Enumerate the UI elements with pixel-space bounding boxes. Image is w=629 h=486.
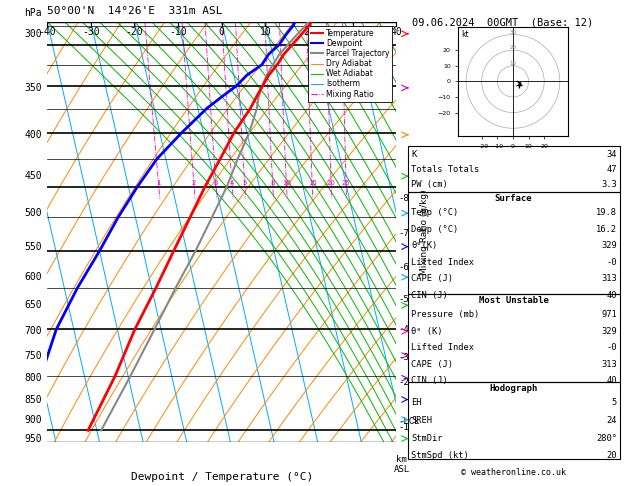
Text: -10: -10 — [169, 27, 187, 36]
Text: 950: 950 — [25, 434, 42, 444]
Text: 5: 5 — [612, 398, 617, 407]
Text: -7: -7 — [398, 229, 409, 238]
Text: θᵉ (K): θᵉ (K) — [411, 327, 443, 336]
Text: 40: 40 — [606, 291, 617, 300]
Text: -40: -40 — [38, 27, 56, 36]
Text: -4: -4 — [398, 325, 409, 334]
Text: 550: 550 — [25, 242, 42, 252]
Text: 10: 10 — [260, 27, 271, 36]
Text: 20: 20 — [326, 180, 336, 186]
Text: 350: 350 — [25, 83, 42, 93]
Text: 850: 850 — [25, 395, 42, 404]
Text: 650: 650 — [25, 300, 42, 310]
Text: 50°00'N  14°26'E  331m ASL: 50°00'N 14°26'E 331m ASL — [47, 5, 223, 16]
Text: Hodograph: Hodograph — [489, 384, 538, 393]
Text: 0: 0 — [219, 27, 225, 36]
Text: 971: 971 — [601, 310, 617, 319]
Text: 40: 40 — [606, 376, 617, 385]
Text: 1: 1 — [157, 180, 161, 186]
Text: 20: 20 — [303, 27, 315, 36]
Text: CAPE (J): CAPE (J) — [411, 274, 454, 283]
Text: Totals Totals: Totals Totals — [411, 165, 480, 174]
Text: © weatheronline.co.uk: © weatheronline.co.uk — [461, 468, 566, 477]
Text: -6: -6 — [398, 262, 409, 272]
Text: km
ASL: km ASL — [394, 455, 409, 474]
Text: EH: EH — [411, 398, 422, 407]
Text: Lifted Index: Lifted Index — [411, 258, 474, 267]
Text: -8: -8 — [398, 194, 409, 203]
Text: CAPE (J): CAPE (J) — [411, 360, 454, 369]
Text: -LCL: -LCL — [398, 417, 420, 426]
Text: -2: -2 — [398, 378, 409, 387]
Text: hPa: hPa — [25, 8, 42, 17]
Text: 19.8: 19.8 — [596, 208, 617, 217]
Text: -30: -30 — [82, 27, 99, 36]
Text: 2: 2 — [192, 180, 196, 186]
Text: PW (cm): PW (cm) — [411, 180, 448, 189]
Text: StmDir: StmDir — [411, 434, 443, 443]
Text: 313: 313 — [601, 274, 617, 283]
Text: 450: 450 — [25, 171, 42, 181]
Text: 700: 700 — [25, 326, 42, 336]
Text: 400: 400 — [25, 130, 42, 140]
Text: 329: 329 — [601, 241, 617, 250]
Text: Most Unstable: Most Unstable — [479, 296, 548, 306]
Text: 25: 25 — [342, 180, 350, 186]
Text: K: K — [411, 150, 416, 159]
Text: Mixing Ratio (g/kg): Mixing Ratio (g/kg) — [420, 189, 429, 275]
Text: -5: -5 — [398, 295, 409, 304]
Text: SREH: SREH — [411, 416, 432, 425]
Text: Lifted Index: Lifted Index — [411, 343, 474, 352]
Text: 47: 47 — [606, 165, 617, 174]
Text: 10: 10 — [509, 61, 516, 66]
Text: 280°: 280° — [596, 434, 617, 443]
Text: 329: 329 — [601, 327, 617, 336]
Text: 30: 30 — [509, 30, 516, 35]
Text: 34: 34 — [606, 150, 617, 159]
Text: 5: 5 — [243, 180, 247, 186]
Text: 600: 600 — [25, 272, 42, 282]
Text: 16.2: 16.2 — [596, 225, 617, 234]
Text: 3: 3 — [214, 180, 218, 186]
Text: 800: 800 — [25, 373, 42, 383]
Text: -20: -20 — [126, 27, 143, 36]
Text: -3: -3 — [398, 353, 409, 363]
Text: 900: 900 — [25, 415, 42, 425]
Text: Surface: Surface — [495, 194, 532, 204]
Text: 300: 300 — [25, 29, 42, 39]
Text: 20: 20 — [509, 45, 516, 50]
Text: -1: -1 — [398, 423, 409, 432]
Text: θᵉ(K): θᵉ(K) — [411, 241, 438, 250]
Text: 10: 10 — [282, 180, 291, 186]
Text: 3.3: 3.3 — [601, 180, 617, 189]
Text: Dewp (°C): Dewp (°C) — [411, 225, 459, 234]
Text: 500: 500 — [25, 208, 42, 218]
Text: Dewpoint / Temperature (°C): Dewpoint / Temperature (°C) — [131, 472, 313, 482]
Text: 09.06.2024  00GMT  (Base: 12): 09.06.2024 00GMT (Base: 12) — [412, 17, 593, 27]
Text: CIN (J): CIN (J) — [411, 376, 448, 385]
Text: CIN (J): CIN (J) — [411, 291, 448, 300]
Text: 8: 8 — [270, 180, 275, 186]
Text: 20: 20 — [606, 451, 617, 461]
Text: 24: 24 — [606, 416, 617, 425]
Legend: Temperature, Dewpoint, Parcel Trajectory, Dry Adiabat, Wet Adiabat, Isotherm, Mi: Temperature, Dewpoint, Parcel Trajectory… — [308, 26, 392, 102]
Text: StmSpd (kt): StmSpd (kt) — [411, 451, 469, 461]
Text: 750: 750 — [25, 350, 42, 361]
Text: Pressure (mb): Pressure (mb) — [411, 310, 480, 319]
Text: 313: 313 — [601, 360, 617, 369]
Text: 40: 40 — [391, 27, 402, 36]
Text: -0: -0 — [606, 343, 617, 352]
Text: kt: kt — [462, 30, 469, 39]
Text: Temp (°C): Temp (°C) — [411, 208, 459, 217]
Text: 30: 30 — [347, 27, 359, 36]
Text: 4: 4 — [230, 180, 234, 186]
Text: 15: 15 — [308, 180, 317, 186]
Text: -0: -0 — [606, 258, 617, 267]
